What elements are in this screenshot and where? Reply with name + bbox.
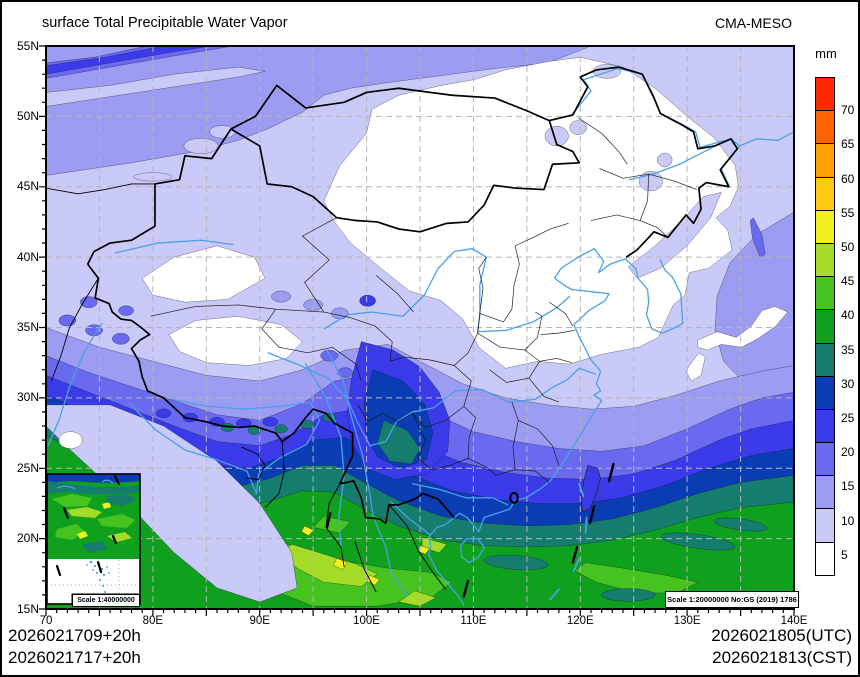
lon-tick-label: 90E [249, 615, 270, 627]
lat-tick-label: 20N [16, 531, 39, 546]
yellow-river [324, 249, 570, 332]
mekong-river [327, 350, 407, 596]
colorbar-segment [815, 77, 835, 112]
axis-ticks [39, 45, 795, 616]
colorbar-tick-label: 25 [841, 411, 855, 425]
china-coastline [429, 249, 627, 605]
map-lines [46, 67, 794, 605]
lat-tick-label: 45N [16, 179, 39, 194]
vapor-field [46, 46, 794, 609]
colorbar-segment [815, 276, 835, 311]
china-border-southwest [88, 264, 455, 523]
colorbar-tick-label: 65 [841, 137, 855, 152]
tarim-river [115, 240, 233, 253]
yangtze-river [268, 353, 595, 446]
colorbar-tick-label: 50 [841, 240, 855, 254]
page-title: surface Total Precipitable Water Vapor [42, 15, 288, 31]
lat-tick-label: 50N [16, 108, 39, 123]
model-name: CMA-MESO [715, 15, 792, 31]
lon-tick-label: 130E [673, 615, 701, 627]
init-time-utc: 2026021709+20h [8, 626, 141, 645]
taiwan-island [581, 465, 600, 511]
colorbar-segment [815, 375, 835, 410]
lon-tick-label: 140E [780, 615, 808, 627]
lat-tick-label: 25N [16, 460, 39, 475]
lon-tick-label: 80E [142, 615, 164, 627]
brahmaputra-river [172, 399, 319, 493]
hainan-coast [461, 539, 485, 563]
colorbar [815, 77, 835, 576]
nine-dash-line [550, 484, 586, 599]
colorbar-segment [815, 508, 835, 543]
typhoon-marker [510, 493, 517, 503]
colorbar-tick-label: 60 [841, 171, 855, 186]
inset-scale-label: Scale 1:40000000 [72, 594, 140, 607]
colorbar-tick-label: 30 [841, 376, 855, 391]
china-border [88, 67, 738, 264]
lon-tick-label: 110E [460, 615, 487, 627]
lat-tick-label: 55N [16, 38, 39, 53]
colorbar-tick-label: 10 [841, 513, 855, 528]
colorbar-segment [815, 309, 835, 344]
colorbar-tick-label: 45 [841, 274, 855, 289]
valid-time-utc: 2026021805(UTC) [711, 626, 852, 645]
colorbar-segment [815, 408, 835, 444]
lat-tick-label: 35N [16, 320, 39, 334]
korea-coast [626, 260, 683, 333]
colorbar-segment [815, 342, 835, 377]
lat-tick-label: 40N [16, 249, 39, 264]
lat-tick-label: 30N [16, 390, 39, 405]
colorbar-tick-label: 55 [841, 205, 855, 220]
colorbar-tick-label: 5 [841, 547, 848, 562]
colorbar-segment [815, 242, 835, 278]
colorbar-tick-label: 15 [841, 479, 855, 494]
colorbar-tick-label: 40 [841, 308, 855, 323]
lon-tick-label: 100E [353, 615, 380, 627]
colorbar-segment [815, 209, 835, 244]
colorbar-tick-label: 35 [841, 342, 855, 357]
lat-tick-label: 15N [16, 601, 39, 616]
colorbar-segment [815, 442, 835, 477]
colorbar-unit: mm [815, 46, 837, 61]
valid-time-cst: 2026021813(CST) [712, 648, 852, 667]
mongolia-border [231, 85, 549, 129]
colorbar-segment [815, 541, 835, 576]
pearl-river [413, 484, 508, 505]
colorbar-tick-label: 20 [841, 445, 855, 460]
colorbar-segment [815, 143, 835, 178]
lon-tick-label: 120E [566, 615, 594, 627]
lon-tick-label: 70 [39, 615, 53, 627]
colorbar-segment [815, 475, 835, 510]
colorbar-tick-label: 70 [841, 103, 855, 118]
colorbar-segment [815, 110, 835, 145]
map-scale-label: Scale 1:20000000 No:GS (2019) 1786 [665, 591, 799, 608]
south-china-sea-inset [46, 473, 141, 605]
colorbar-segment [815, 176, 835, 211]
salween-river [306, 364, 344, 547]
typhoon-track-dashes [327, 464, 613, 596]
songhua-river [629, 147, 712, 179]
init-time-cst: 2026021717+20h [8, 648, 141, 667]
